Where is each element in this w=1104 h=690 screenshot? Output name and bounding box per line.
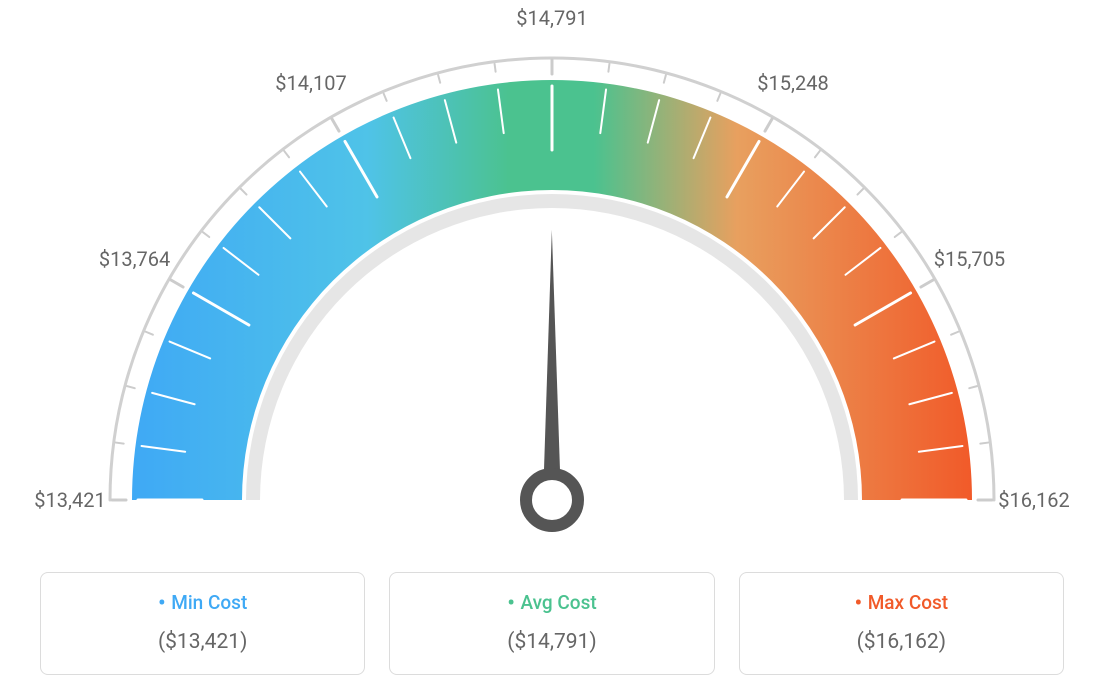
- legend-row: Min Cost ($13,421) Avg Cost ($14,791) Ma…: [20, 572, 1084, 675]
- gauge-tick: [495, 64, 496, 72]
- gauge-needle: [543, 230, 561, 500]
- gauge-tick: [145, 332, 152, 335]
- legend-card-min: Min Cost ($13,421): [40, 572, 365, 675]
- legend-min-title: Min Cost: [53, 591, 352, 616]
- gauge-needle-hub: [526, 474, 578, 526]
- gauge-tick-label: $15,705: [934, 247, 1005, 271]
- legend-avg-title: Avg Cost: [402, 591, 701, 616]
- gauge-tick-label: $14,791: [516, 6, 587, 30]
- gauge-tick: [171, 280, 183, 287]
- gauge-tick: [895, 232, 901, 237]
- gauge-tick: [969, 386, 977, 388]
- legend-avg-value: ($14,791): [402, 630, 701, 654]
- gauge-tick-label: $13,421: [34, 488, 105, 512]
- gauge-tick: [203, 232, 209, 237]
- gauge-tick-label: $15,248: [757, 71, 828, 95]
- legend-max-title: Max Cost: [752, 591, 1051, 616]
- gauge-tick: [116, 443, 124, 444]
- gauge-tick: [765, 119, 772, 131]
- legend-card-avg: Avg Cost ($14,791): [389, 572, 714, 675]
- gauge-tick: [980, 443, 988, 444]
- gauge-tick: [384, 93, 387, 100]
- legend-card-max: Max Cost ($16,162): [739, 572, 1064, 675]
- gauge-tick: [127, 386, 135, 388]
- gauge-tick: [664, 75, 666, 83]
- gauge-tick: [332, 119, 339, 131]
- legend-max-value: ($16,162): [752, 630, 1051, 654]
- gauge-tick: [241, 189, 247, 195]
- gauge-tick: [951, 332, 958, 335]
- gauge-tick-label: $13,764: [99, 247, 170, 271]
- gauge-tick: [815, 151, 820, 157]
- gauge-svg: [20, 20, 1084, 560]
- legend-min-value: ($13,421): [53, 630, 352, 654]
- gauge-tick: [921, 280, 933, 287]
- gauge-tick: [284, 151, 289, 157]
- gauge-tick: [857, 189, 863, 195]
- gauge-tick-label: $16,162: [998, 488, 1069, 512]
- gauge-chart: $13,421$13,764$14,107$14,791$15,248$15,7…: [20, 20, 1084, 560]
- gauge-tick: [717, 93, 720, 100]
- gauge-tick-label: $14,107: [275, 71, 346, 95]
- gauge-tick: [438, 75, 440, 83]
- gauge-tick: [608, 64, 609, 72]
